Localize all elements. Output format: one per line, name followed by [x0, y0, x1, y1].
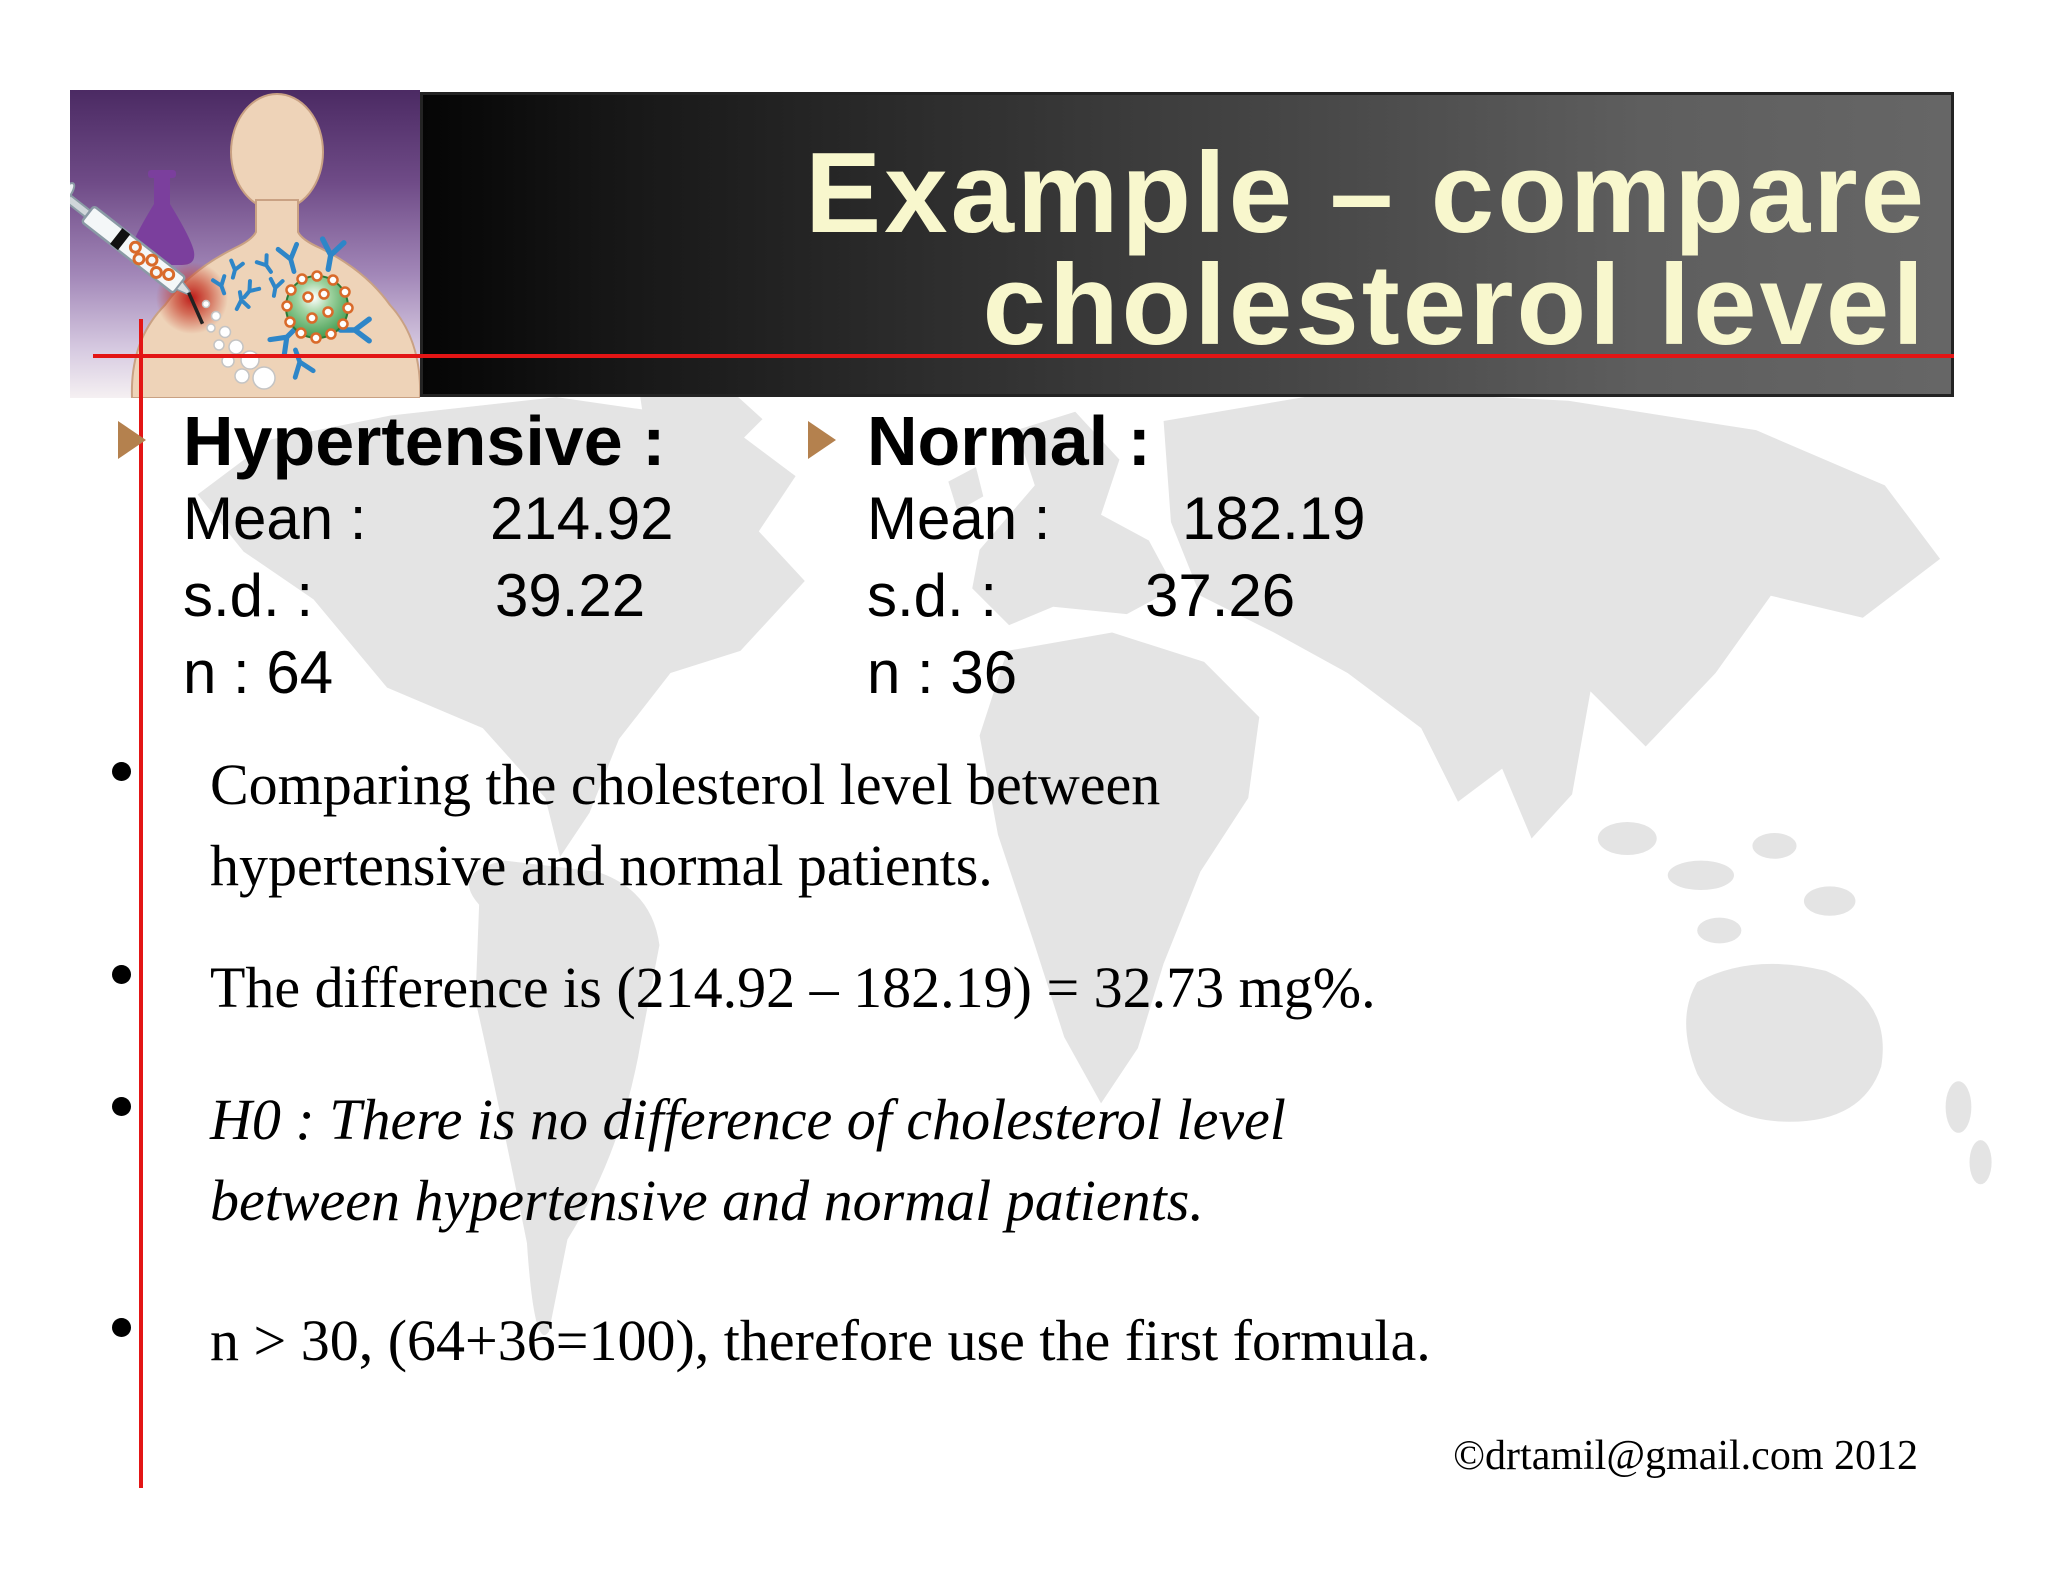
stat-label: s.d. : — [867, 562, 998, 629]
stat-value: 39.22 — [495, 562, 646, 629]
stats-heading-normal: Normal : — [867, 402, 1151, 480]
stat-value: 182.19 — [1182, 485, 1366, 552]
stat-row-sd: s.d. : 39.22 — [183, 557, 843, 634]
syringe-icon — [70, 182, 205, 325]
bullet-dot-icon — [112, 1318, 131, 1337]
arrow-bullet-icon — [118, 421, 146, 459]
bullet-dot-icon — [112, 762, 131, 781]
stat-label: Mean : — [867, 485, 1051, 552]
stats-normal: Normal : Mean : 182.19 s.d. : 37.26 n : 36 — [867, 403, 1527, 711]
red-vertical-line — [139, 319, 143, 1488]
page-title: Example – compare cholesterol level — [423, 130, 1927, 369]
bullet-item: n > 30, (64+36=100), therefore use the f… — [210, 1308, 1431, 1373]
arrow-bullet-icon — [808, 421, 836, 459]
bullet-item: Comparing the cholesterol level between … — [210, 752, 1161, 898]
stats-hypertensive: Hypertensive : Mean :214.92 s.d. :39.22 … — [183, 403, 843, 711]
stat-row-mean: Mean : 182.19 — [867, 480, 1527, 557]
bullet-item-hypothesis: H0 : There is no difference of cholester… — [210, 1087, 1286, 1233]
bullet-dot-icon — [112, 1097, 131, 1116]
bullet-dot-icon — [112, 965, 131, 984]
title-line-1: Example – compare — [805, 130, 1927, 257]
stat-row-mean: Mean : 214.92 — [183, 480, 843, 557]
red-horizontal-line — [93, 354, 1954, 358]
stat-label: Mean : — [183, 485, 367, 552]
antibody-icons — [210, 236, 372, 380]
stat-value: 214.92 — [490, 485, 674, 552]
person-silhouette — [130, 93, 420, 398]
stat-row-n: n : 36 — [867, 639, 1018, 706]
title-line-2: cholesterol level — [982, 242, 1927, 369]
stat-value: 37.26 — [1145, 562, 1296, 629]
stats-heading-hypertensive: Hypertensive : — [183, 402, 666, 480]
medical-illustration — [70, 90, 420, 398]
virus-icon — [281, 270, 354, 344]
bullet-item: The difference is (214.92 – 182.19) = 32… — [210, 955, 1376, 1020]
stat-row-n: n : 64 — [183, 639, 334, 706]
stat-row-sd: s.d. : 37.26 — [867, 557, 1527, 634]
world-map-background — [197, 382, 1992, 1336]
copyright-footer: ©drtamil@gmail.com 2012 — [1453, 1433, 1918, 1479]
stat-label: s.d. : — [183, 562, 314, 629]
title-bar: Example – compare cholesterol level — [420, 92, 1954, 397]
